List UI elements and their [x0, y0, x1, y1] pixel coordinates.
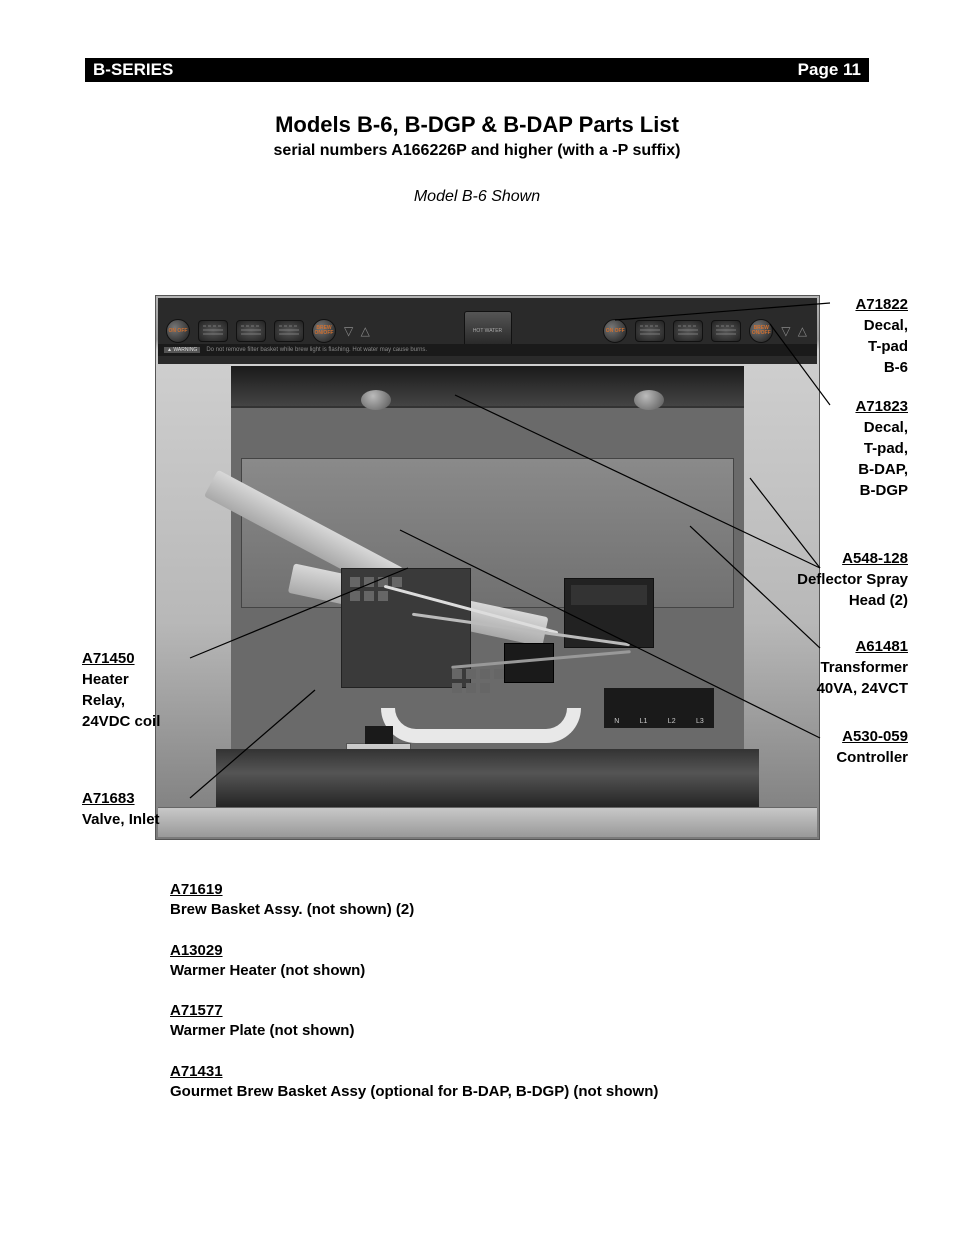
terminal-label: L3: [696, 718, 704, 725]
on-off-button-right: ON OFF: [603, 319, 627, 343]
machine-outer: ON OFF BREW ON/OFF ▽ △ HOT WATER ON OFF …: [155, 295, 820, 840]
panel-left-group: ON OFF BREW ON/OFF ▽ △: [166, 319, 372, 343]
part-desc: Warmer Heater (not shown): [170, 962, 365, 979]
top-shadow: [231, 366, 744, 406]
interior-cavity: N L1 L2 L3: [231, 406, 744, 761]
header-right: Page 11: [798, 60, 861, 80]
part-desc: Warmer Plate (not shown): [170, 1022, 354, 1039]
part-desc: Brew Basket Assy. (not shown) (2): [170, 901, 414, 918]
part-number: A71822: [855, 294, 908, 315]
part-desc: Transformer 40VA, 24VCT: [817, 659, 908, 697]
brew-button-left: BREW ON/OFF: [312, 319, 336, 343]
part-number: A71577: [170, 1001, 658, 1021]
part-number: A71619: [170, 880, 658, 900]
warmer-plate-icon: [236, 320, 266, 342]
arrow-icons: ▽ △: [344, 324, 372, 338]
list-item: A71431 Gourmet Brew Basket Assy (optiona…: [170, 1062, 658, 1103]
terminal-label: L1: [640, 718, 648, 725]
part-number: A13029: [170, 941, 658, 961]
warning-text: Do not remove filter basket while brew l…: [206, 347, 427, 353]
spray-head: [634, 390, 664, 410]
callout-a71822: A71822 Decal, T-pad B-6: [855, 294, 908, 378]
warning-strip: ▲ WARNING Do not remove filter basket wh…: [158, 344, 817, 356]
part-number: A530-059: [836, 726, 908, 747]
callout-a548-128: A548-128 Deflector Spray Head (2): [797, 548, 908, 611]
warmer-plate-icon: [673, 320, 703, 342]
part-desc: Controller: [836, 749, 908, 766]
bottom-rail: [216, 749, 759, 809]
page-caption: Model B-6 Shown: [0, 188, 954, 206]
part-number: A71450: [82, 648, 160, 669]
terminal-label: L2: [668, 718, 676, 725]
part-desc: Decal, T-pad B-6: [864, 317, 908, 376]
title-block: Models B-6, B-DGP & B-DAP Parts List ser…: [0, 112, 954, 206]
part-desc: Heater Relay, 24VDC coil: [82, 671, 160, 730]
terminal-block: N L1 L2 L3: [604, 688, 714, 728]
callout-a71683: A71683 Valve, Inlet: [82, 788, 160, 830]
callout-a61481: A61481 Transformer 40VA, 24VCT: [817, 636, 908, 699]
parts-diagram: ON OFF BREW ON/OFF ▽ △ HOT WATER ON OFF …: [155, 295, 820, 840]
warmer-plate-icon: [635, 320, 665, 342]
arrow-icons: ▽ △: [781, 324, 809, 338]
part-desc: Gourmet Brew Basket Assy (optional for B…: [170, 1083, 658, 1100]
panel-right-group: ON OFF BREW ON/OFF ▽ △: [603, 319, 809, 343]
callout-a71823: A71823 Decal, T-pad, B-DAP, B-DGP: [855, 396, 908, 501]
warmer-plate-icon: [198, 320, 228, 342]
terminal-label: N: [614, 718, 619, 725]
header-left: B-SERIES: [93, 60, 173, 80]
header-bar: B-SERIES Page 11: [85, 58, 869, 82]
not-shown-list: A71619 Brew Basket Assy. (not shown) (2)…: [170, 880, 658, 1122]
brew-button-right: BREW ON/OFF: [749, 319, 773, 343]
controller-board: [341, 568, 471, 688]
warmer-plate-icon: [274, 320, 304, 342]
list-item: A13029 Warmer Heater (not shown): [170, 941, 658, 982]
bottom-flap: [158, 807, 817, 837]
page-title: Models B-6, B-DGP & B-DAP Parts List: [0, 112, 954, 138]
part-desc: Valve, Inlet: [82, 811, 160, 828]
part-number: A548-128: [797, 548, 908, 569]
spray-head: [361, 390, 391, 410]
part-number: A71683: [82, 788, 160, 809]
warmer-plate-icon: [711, 320, 741, 342]
list-item: A71577 Warmer Plate (not shown): [170, 1001, 658, 1042]
callout-a71450: A71450 Heater Relay, 24VDC coil: [82, 648, 160, 732]
part-desc: Decal, T-pad, B-DAP, B-DGP: [858, 419, 908, 499]
part-number: A71823: [855, 396, 908, 417]
on-off-button-left: ON OFF: [166, 319, 190, 343]
page-subtitle: serial numbers A166226P and higher (with…: [0, 142, 954, 160]
part-desc: Deflector Spray Head (2): [797, 571, 908, 609]
part-number: A61481: [817, 636, 908, 657]
callout-a530-059: A530-059 Controller: [836, 726, 908, 768]
warning-tag: ▲ WARNING: [164, 347, 200, 353]
list-item: A71619 Brew Basket Assy. (not shown) (2): [170, 880, 658, 921]
silicone-tube: [381, 708, 581, 743]
part-number: A71431: [170, 1062, 658, 1082]
